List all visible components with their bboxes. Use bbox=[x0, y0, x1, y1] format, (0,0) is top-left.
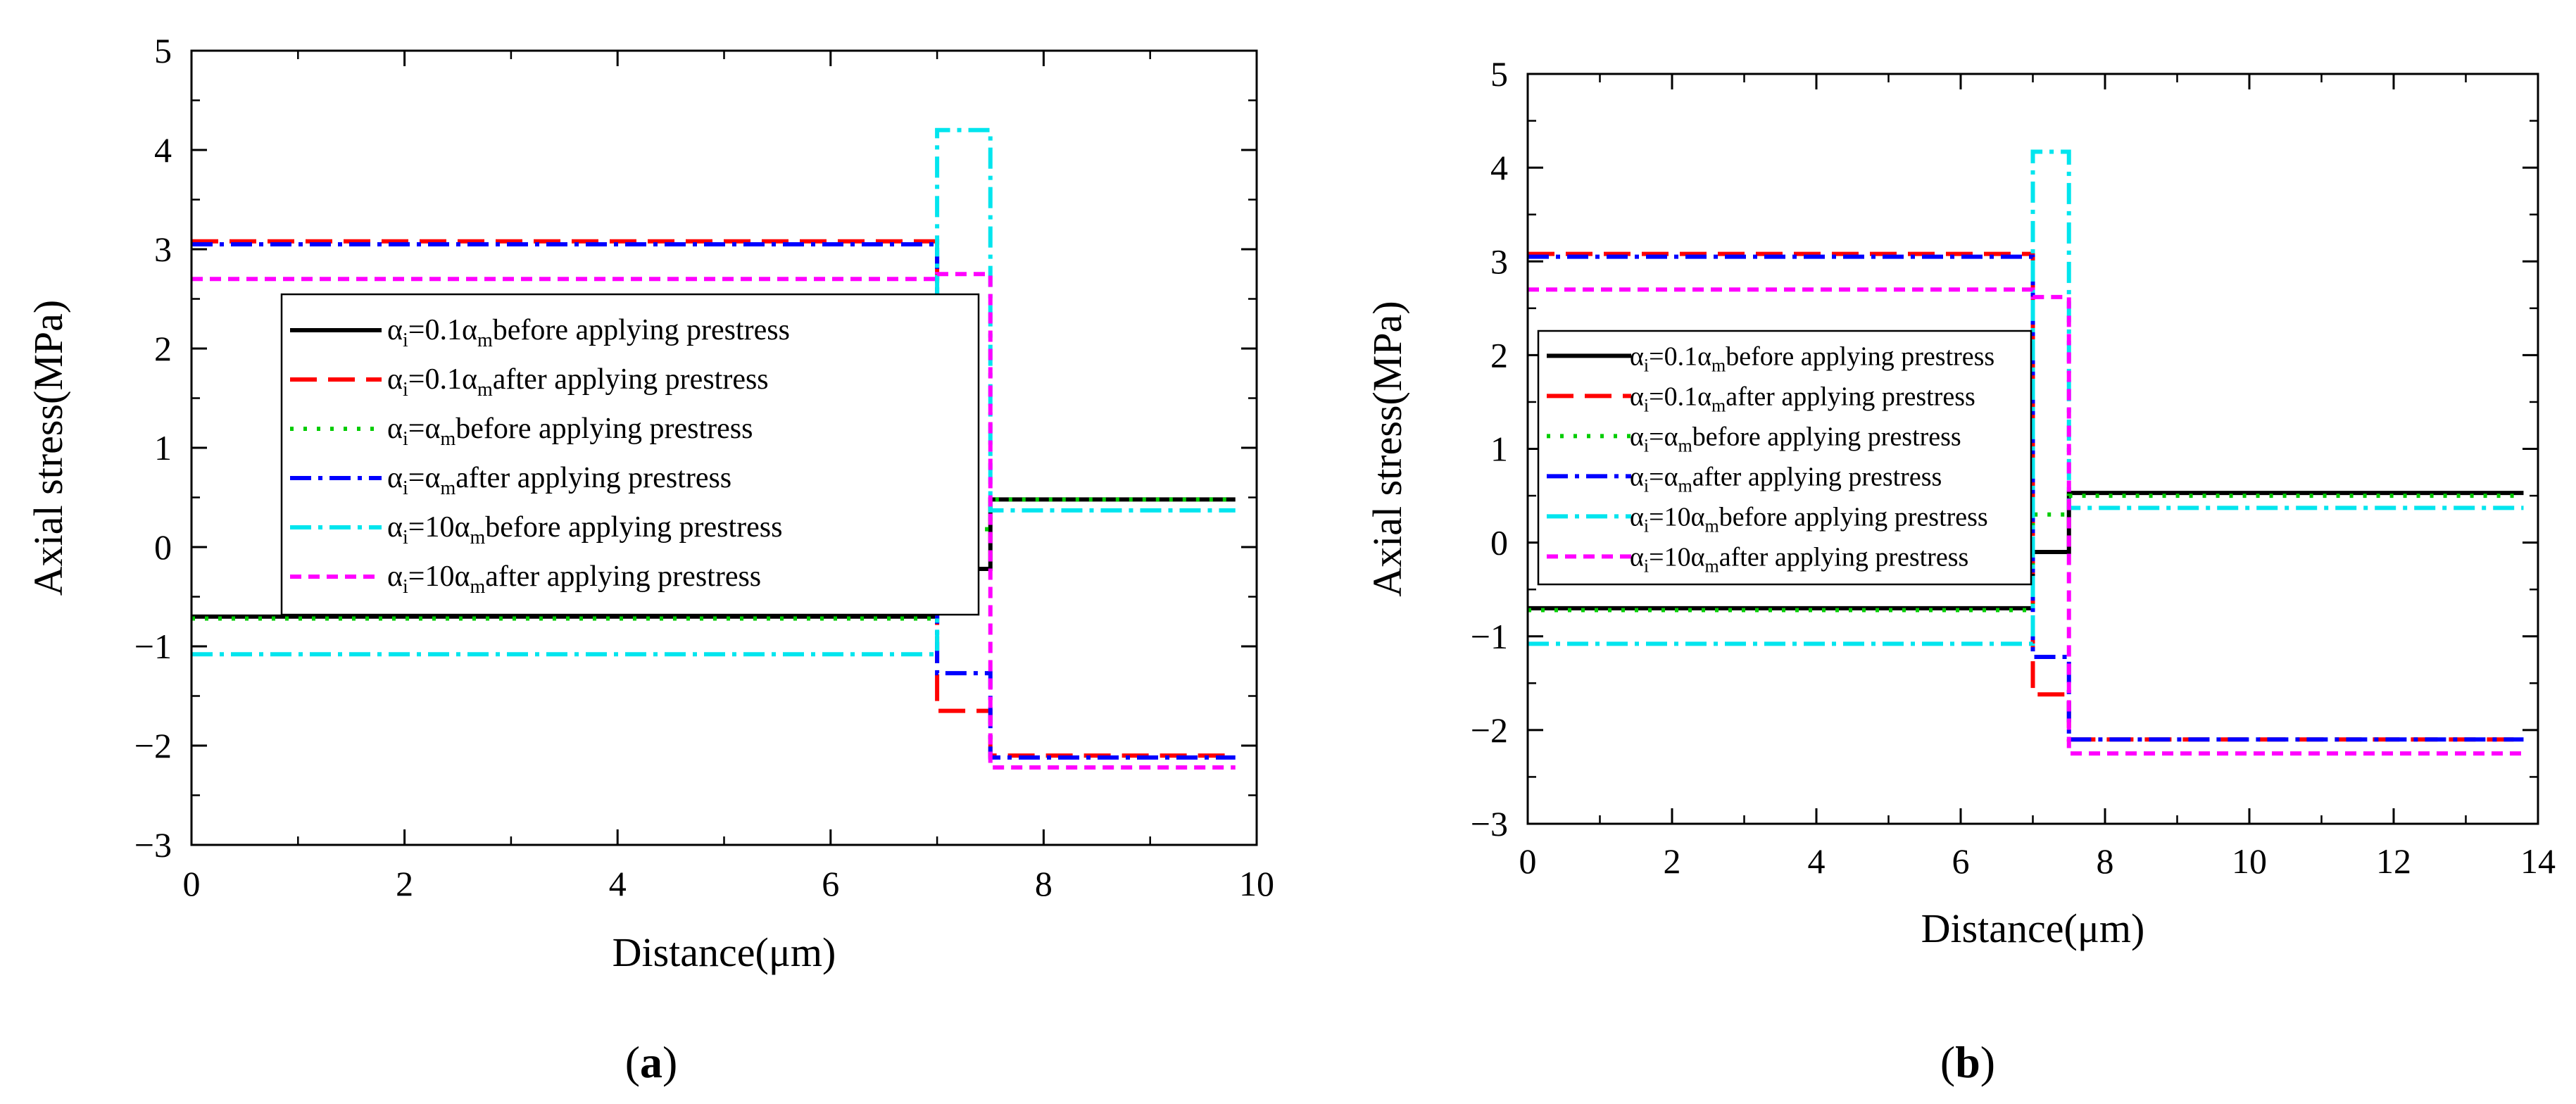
x-tick-label: 6 bbox=[822, 864, 839, 903]
y-tick-label: 5 bbox=[154, 31, 172, 70]
chart-panel-b: 0 2 4 6 8 10 12 14543210−1−2−3Distance(μm)Axial… bbox=[1364, 54, 2556, 951]
series-line-2 bbox=[1528, 251, 2524, 742]
x-tick-label: 2 bbox=[1664, 841, 1681, 881]
legend-label-3: αi=αmbefore applying prestress bbox=[1630, 422, 1961, 456]
y-tick-label: 2 bbox=[154, 329, 172, 368]
x-tick-label: 4 bbox=[1808, 841, 1826, 881]
x-tick-label: 14 bbox=[2520, 841, 2556, 881]
y-tick-label: 1 bbox=[1490, 429, 1508, 469]
legend-label-4: αi=αmafter applying prestress bbox=[1630, 462, 1942, 496]
x-tick-label: 0 bbox=[1519, 841, 1537, 881]
legend-label-1: αi=0.1αmbefore applying prestress bbox=[1630, 341, 1994, 375]
legend: αi=0.1αmbefore applying prestress αi=0.1α… bbox=[1537, 330, 2032, 586]
series-line-4 bbox=[191, 242, 1236, 760]
x-tick-label: 6 bbox=[1952, 841, 1970, 881]
x-tick-label: 12 bbox=[2376, 841, 2411, 881]
legend-label-6: αi=10αmafter applying prestress bbox=[387, 560, 761, 598]
legend-label-2: αi=0.1αmafter applying prestress bbox=[1630, 382, 1975, 415]
x-tick-label: 0 bbox=[183, 864, 201, 903]
y-tick-label: 0 bbox=[1490, 523, 1508, 563]
legend-label-5: αi=10αmbefore applying prestress bbox=[387, 511, 782, 548]
series-line-6 bbox=[191, 272, 1236, 770]
legend-box bbox=[1537, 330, 2032, 586]
legend-label-1: αi=0.1αmbefore applying prestress bbox=[387, 314, 790, 351]
legend: αi=0.1αmbefore applying prestress αi=0.1α… bbox=[280, 293, 980, 616]
legend-box bbox=[280, 293, 980, 616]
x-tick-label: 4 bbox=[609, 864, 627, 903]
y-tick-label: −1 bbox=[134, 627, 172, 666]
x-tick-label: 10 bbox=[2232, 841, 2267, 881]
series-line-5 bbox=[191, 127, 1236, 657]
y-tick-label: 4 bbox=[1490, 148, 1508, 187]
series-line-4 bbox=[1528, 254, 2524, 742]
legend-label-4: αi=αmafter applying prestress bbox=[387, 462, 731, 499]
y-tick-label: 4 bbox=[154, 130, 172, 170]
series-line-3 bbox=[1528, 494, 2524, 613]
y-tick-label: −3 bbox=[134, 825, 172, 865]
panel-label-a: (a) bbox=[625, 1037, 678, 1087]
y-tick-label: 3 bbox=[1490, 242, 1508, 281]
y-axis-title: Axial stress(MPa) bbox=[1364, 301, 1410, 596]
y-axis-title: Axial stress(MPa) bbox=[25, 300, 71, 596]
x-axis-title: Distance(μm) bbox=[612, 929, 836, 975]
legend-label-3: αi=αmbefore applying prestress bbox=[387, 413, 753, 450]
y-tick-label: 0 bbox=[154, 527, 172, 567]
legend-label-5: αi=10αmbefore applying prestress bbox=[1630, 502, 1988, 536]
legend-label-6: αi=10αmafter applying prestress bbox=[1630, 542, 1968, 576]
y-tick-label: −2 bbox=[134, 726, 172, 765]
y-tick-label: −1 bbox=[1471, 617, 1508, 656]
x-tick-label: 8 bbox=[1035, 864, 1053, 903]
y-tick-label: −3 bbox=[1471, 804, 1508, 843]
y-tick-label: 1 bbox=[154, 428, 172, 468]
y-tick-label: −2 bbox=[1471, 710, 1508, 750]
x-tick-label: 10 bbox=[1239, 864, 1274, 903]
y-tick-label: 2 bbox=[1490, 335, 1508, 375]
x-tick-label: 2 bbox=[396, 864, 413, 903]
x-axis-title: Distance(μm) bbox=[1921, 905, 2145, 951]
x-tick-label: 8 bbox=[2097, 841, 2114, 881]
legend-label-2: αi=0.1αmafter applying prestress bbox=[387, 363, 769, 401]
panel-label-b: (b) bbox=[1940, 1037, 1995, 1087]
y-tick-label: 3 bbox=[154, 230, 172, 269]
series-line-6 bbox=[1528, 287, 2524, 756]
series-line-5 bbox=[1528, 149, 2524, 646]
y-tick-label: 5 bbox=[1490, 54, 1508, 94]
series-line-1 bbox=[1528, 491, 2524, 610]
